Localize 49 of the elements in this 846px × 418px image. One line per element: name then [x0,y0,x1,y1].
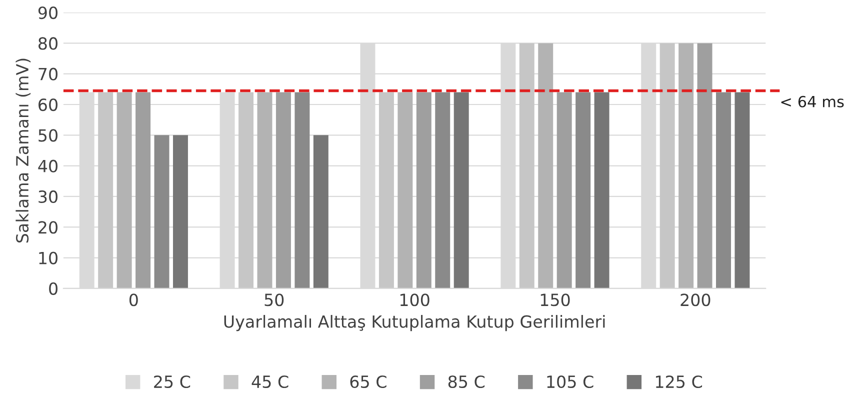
legend-label: 25 C [154,375,190,388]
y-tick-label: 50 [38,129,58,142]
bar [435,92,450,288]
ref-line-label: < 64 ms [781,96,844,108]
x-axis-title: Uyarlamalı Alttaş Kutuplama Kutup Gerilimleri [224,314,605,332]
bar [538,43,554,288]
x-tick-label: 200 [680,294,710,306]
bar [238,92,254,288]
y-tick-label: 0 [49,282,58,295]
bar [660,43,675,288]
y-axis-title: Saklama Zamanı (mV) [16,58,31,242]
bar [378,92,394,288]
legend-label: 45 C [252,375,288,388]
bar [734,92,750,288]
bar [98,92,114,288]
bar [136,92,151,288]
bar [257,92,272,288]
y-tick-label: 70 [38,68,58,80]
bar [276,92,291,288]
y-tick-label: 90 [38,6,58,20]
y-tick-label: 40 [38,160,58,172]
legend-label: 65 C [350,375,386,388]
legend-label: 125 C [656,375,702,388]
y-tick-label: 20 [38,221,58,234]
bar [716,92,731,288]
bar [678,43,694,288]
x-tick-label: 100 [400,294,430,306]
bar [519,43,534,288]
x-tick-label: 0 [129,294,138,306]
y-tick-label: 30 [38,190,58,204]
x-tick-label: 150 [540,294,570,306]
bar [697,43,712,288]
y-tick-label: 10 [39,252,58,264]
y-tick-label: 60 [38,98,58,112]
bar [416,92,432,288]
bar [576,92,591,288]
y-tick-label: 80 [38,37,58,50]
bar [172,135,188,288]
bar [454,92,469,288]
legend-label: 85 C [448,375,485,388]
bar [116,92,132,288]
bar [556,92,572,288]
bar [154,135,170,288]
bar [313,135,328,288]
x-tick-label: 50 [264,294,284,306]
bar [294,92,310,288]
legend-label: 105 C [547,375,594,388]
bar [594,92,610,288]
bar [398,92,413,288]
